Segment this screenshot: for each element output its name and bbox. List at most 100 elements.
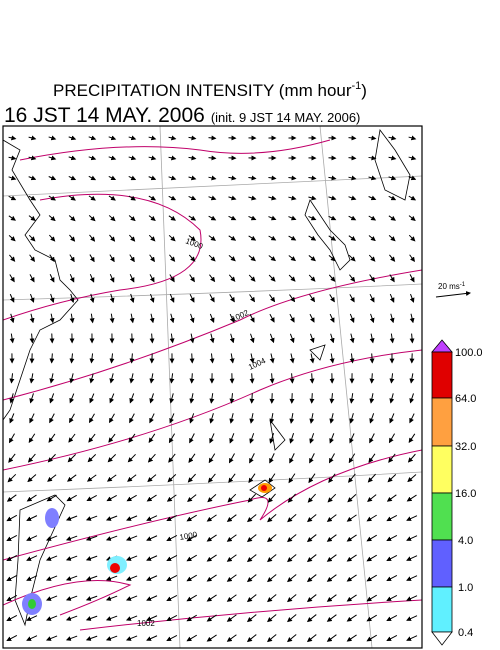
wind-arrow bbox=[388, 215, 396, 221]
wind-arrow bbox=[206, 634, 217, 642]
wind-arrow bbox=[369, 333, 375, 344]
wind-arrow bbox=[346, 514, 357, 522]
wind-arrow bbox=[129, 293, 135, 304]
wind-arrow bbox=[129, 373, 135, 384]
wind-arrow bbox=[168, 234, 176, 242]
wind-arrow bbox=[108, 135, 117, 141]
title: PRECIPITATION INTENSITY (mm hour-1) bbox=[53, 80, 367, 100]
wind-arrow bbox=[388, 234, 396, 242]
wind-arrow bbox=[368, 195, 377, 201]
wind-arrow bbox=[209, 433, 215, 444]
vector-legend-text: 20 ms bbox=[438, 282, 460, 291]
wind-arrow bbox=[109, 313, 115, 324]
wind-arrow bbox=[129, 234, 136, 242]
wind-arrow bbox=[289, 333, 295, 344]
wind-arrow bbox=[189, 413, 195, 424]
wind-arrow bbox=[246, 514, 257, 523]
wind-arrow bbox=[127, 474, 137, 482]
wind-arrow bbox=[309, 433, 315, 444]
wind-arrow bbox=[326, 614, 337, 622]
wind-arrow bbox=[85, 595, 98, 601]
lat-line bbox=[3, 283, 422, 301]
wind-arrow bbox=[367, 473, 376, 483]
wind-arrow bbox=[186, 554, 197, 562]
wind-arrow bbox=[147, 474, 157, 483]
wind-arrow bbox=[389, 274, 395, 283]
wind-arrow bbox=[409, 413, 415, 424]
wind-arrow bbox=[228, 473, 236, 484]
wind-arrow bbox=[328, 215, 337, 221]
wind-arrow bbox=[8, 155, 17, 161]
wind-arrow bbox=[128, 433, 136, 443]
wind-arrow bbox=[387, 473, 397, 483]
wind-arrow bbox=[149, 373, 155, 384]
wind-arrow bbox=[48, 433, 56, 443]
wind-arrow bbox=[48, 135, 57, 141]
wind-arrow bbox=[369, 274, 375, 283]
wind-arrow bbox=[49, 293, 55, 303]
wind-arrow bbox=[109, 254, 115, 263]
init-time: (init. 9 JST 14 MAY. 2006) bbox=[211, 110, 361, 125]
wind-arrow bbox=[289, 433, 295, 444]
wind-arrow bbox=[349, 413, 355, 424]
wind-arrow bbox=[409, 393, 415, 404]
wind-arrow bbox=[109, 234, 116, 242]
wind-arrow bbox=[367, 494, 377, 503]
wind-arrow bbox=[409, 373, 415, 384]
wind-arrow bbox=[268, 235, 277, 241]
wind-arrow bbox=[128, 195, 136, 201]
wind-arrow bbox=[348, 195, 357, 201]
wind-arrow bbox=[186, 594, 197, 602]
wind-arrow bbox=[346, 534, 357, 542]
wind-arrow bbox=[169, 413, 175, 424]
wind-arrow bbox=[189, 333, 195, 344]
wind-arrow bbox=[346, 554, 357, 562]
coastline bbox=[249, 479, 276, 498]
wind-arrow bbox=[7, 473, 17, 483]
wind-arrow bbox=[6, 494, 17, 502]
wind-arrow bbox=[27, 474, 37, 483]
wind-arrow bbox=[228, 175, 237, 181]
wind-arrow bbox=[249, 413, 255, 424]
wind-arrow bbox=[29, 313, 35, 324]
wind-arrow bbox=[369, 413, 375, 424]
wind-arrow bbox=[309, 393, 315, 404]
wind-arrow bbox=[47, 474, 57, 482]
wind-arrow bbox=[9, 313, 15, 324]
wind-arrow bbox=[308, 235, 317, 241]
wind-arrow bbox=[306, 574, 317, 583]
wind-arrow bbox=[309, 453, 315, 464]
wind-arrow bbox=[188, 453, 196, 464]
wind-arrow bbox=[9, 333, 15, 344]
wind-arrow bbox=[406, 595, 418, 601]
wind-arrow bbox=[207, 473, 216, 483]
colorbar-label: 32.0 bbox=[455, 441, 476, 453]
wind-arrow bbox=[269, 373, 275, 384]
wind-arrow bbox=[228, 274, 236, 282]
wind-arrow bbox=[209, 353, 215, 364]
wind-arrow bbox=[186, 634, 197, 642]
wind-arrow bbox=[49, 373, 55, 384]
wind-arrow bbox=[149, 413, 155, 424]
wind-arrow bbox=[68, 175, 77, 181]
vector-legend-superscript: -1 bbox=[460, 282, 466, 288]
wind-arrow bbox=[28, 433, 36, 444]
wind-arrow bbox=[189, 274, 195, 283]
wind-arrow bbox=[229, 353, 235, 364]
wind-arrow bbox=[166, 595, 178, 601]
wind-arrow bbox=[6, 514, 18, 522]
wind-arrow bbox=[109, 373, 115, 384]
wind-arrow bbox=[169, 313, 175, 324]
wind-arrow bbox=[69, 413, 75, 424]
wind-arrow bbox=[406, 615, 418, 621]
wind-arrow bbox=[106, 474, 117, 482]
wind-arrow bbox=[26, 635, 38, 641]
wind-arrow bbox=[148, 175, 157, 181]
wind-arrow bbox=[347, 493, 357, 503]
wind-arrow bbox=[267, 514, 277, 523]
wind-arrow bbox=[89, 313, 95, 324]
wind-arrow bbox=[349, 274, 356, 283]
wind-arrow bbox=[389, 373, 395, 384]
wind-arrow bbox=[146, 595, 158, 601]
wind-arrow bbox=[248, 215, 257, 221]
